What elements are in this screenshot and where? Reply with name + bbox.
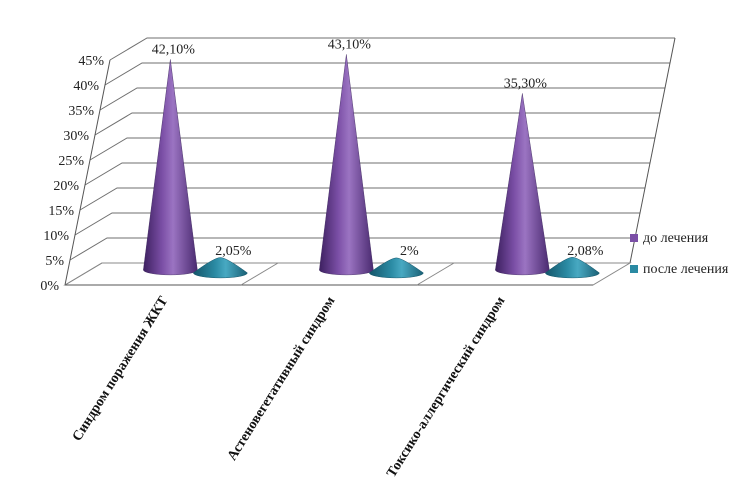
data-label: 42,10% [152,42,196,57]
category-label: Астеновегетативный синдром [225,294,339,464]
gridline [69,237,635,261]
y-tick-label: 40% [73,79,99,94]
cone-after [193,257,248,279]
data-labels: 42,10% 2,05% 43,10% 2% 35,30% 2,08% [152,37,604,259]
cones [143,54,600,279]
y-tick-label: 45% [78,54,104,69]
cone-before [143,59,198,276]
legend-swatch [630,234,638,242]
y-tick-label: 5% [45,254,64,269]
cone-before [319,54,374,276]
gridline [104,62,670,86]
data-label: 43,10% [328,37,372,52]
category-labels: Синдром поражения ЖКТ Астеновегетативный … [70,294,509,481]
data-label: 35,30% [504,76,548,91]
y-tick-label: 35% [68,104,94,119]
legend-item: до лечения [630,231,709,246]
category-label: Токсико-аллергический синдром [384,294,508,481]
gridline [99,87,665,111]
grid-lines [63,37,676,286]
cone-after [369,257,424,279]
y-tick-label: 0% [40,279,59,294]
y-tick-label: 30% [63,129,89,144]
legend-label: до лечения [643,231,709,246]
y-axis-ticks: 0% 5% 10% 15% 20% 25% 30% 35% 40% 45% [40,54,104,294]
gridline [89,137,655,161]
gridline [84,162,650,186]
cone-before [495,93,550,276]
gridline [74,212,640,236]
category-separator [240,262,279,286]
legend-swatch [630,265,638,273]
y-axis-line [64,59,111,286]
category-label: Синдром поражения ЖКТ [70,294,172,445]
y-tick-label: 15% [48,204,74,219]
y-tick-label: 20% [53,179,79,194]
legend-item: после лечения [630,262,729,277]
data-label: 2,05% [215,244,252,259]
cone-after [545,257,600,279]
y-tick-label: 10% [43,229,69,244]
data-label: 2% [400,244,419,259]
category-separator [416,262,455,286]
back-wall-right-edge [629,37,676,264]
gridline [109,37,675,61]
y-tick-label: 25% [58,154,84,169]
gridline [94,112,660,136]
legend: до лечения после лечения [630,231,729,277]
legend-label: после лечения [643,262,729,277]
data-label: 2,08% [567,244,604,259]
gridline [79,187,645,211]
